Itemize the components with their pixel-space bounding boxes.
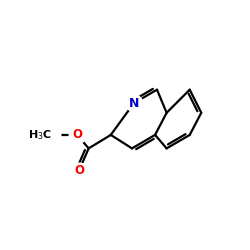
Text: N: N	[129, 97, 139, 110]
Text: O: O	[72, 128, 82, 141]
Text: H$_3$C: H$_3$C	[28, 128, 52, 142]
Text: O: O	[74, 164, 84, 177]
